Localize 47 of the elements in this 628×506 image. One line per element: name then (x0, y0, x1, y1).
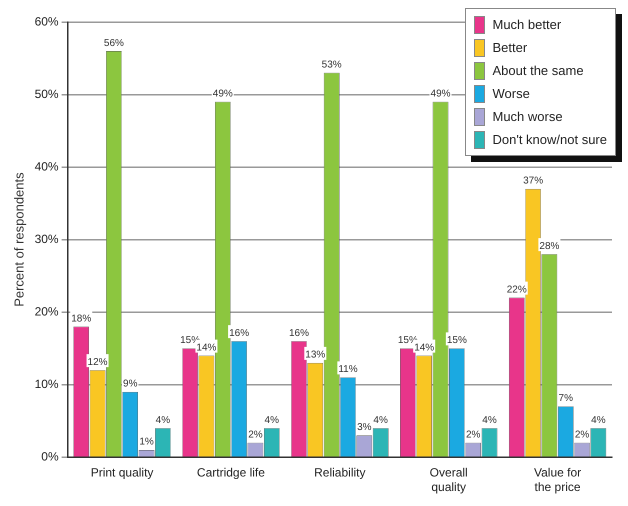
data-label: 2% (466, 429, 481, 440)
data-label: 15% (446, 335, 467, 346)
data-label: 9% (122, 378, 138, 390)
y-tick-label: 30% (34, 232, 59, 246)
data-label: 2% (248, 429, 263, 440)
data-label: 4% (264, 414, 280, 426)
x-tick-label: Overall quality (430, 466, 468, 494)
y-tick-label: 50% (34, 86, 59, 101)
data-label: 12% (88, 356, 108, 368)
data-label: 18% (71, 313, 92, 324)
data-label: 14% (414, 342, 434, 354)
y-tick-label: 20% (34, 304, 59, 318)
legend-label: Much worse (492, 109, 563, 124)
data-label: 53% (322, 60, 342, 71)
data-label: 13% (305, 350, 326, 361)
data-label: 4% (156, 414, 170, 426)
data-label: 4% (591, 414, 606, 426)
data-label: 11% (338, 364, 358, 376)
data-label: 49% (430, 88, 451, 100)
legend-label: Worse (492, 86, 530, 101)
data-label: 3% (357, 422, 372, 434)
legend-label: About the same (492, 63, 584, 78)
x-tick-label: Reliability (314, 466, 366, 480)
y-tick-label: 40% (34, 159, 59, 174)
data-label: 2% (574, 429, 590, 440)
legend-label: Don't know/not sure (492, 132, 607, 147)
data-label: 22% (506, 284, 527, 296)
data-label: 4% (373, 414, 388, 426)
y-tick-label: 60% (34, 14, 59, 28)
data-label: 7% (558, 393, 574, 404)
data-label: 1% (139, 436, 154, 448)
data-label: 37% (523, 176, 544, 187)
legend-label: Much better (492, 17, 562, 32)
y-tick-label: 10% (34, 376, 59, 391)
data-label: 16% (229, 328, 250, 339)
x-tick-label: Print quality (90, 466, 154, 480)
data-label: 49% (212, 88, 233, 100)
data-label: 4% (482, 414, 497, 426)
x-tick-label: Cartridge life (196, 466, 266, 480)
y-axis-title: Percent of respondents (11, 172, 26, 307)
data-label: 56% (104, 38, 124, 49)
y-tick-label: 0% (41, 450, 59, 464)
data-label: 14% (196, 342, 217, 354)
x-tick-label: Value for the price (534, 466, 582, 494)
data-label: 28% (539, 240, 560, 252)
legend-label: Better (492, 40, 528, 55)
data-label: 16% (288, 328, 310, 339)
